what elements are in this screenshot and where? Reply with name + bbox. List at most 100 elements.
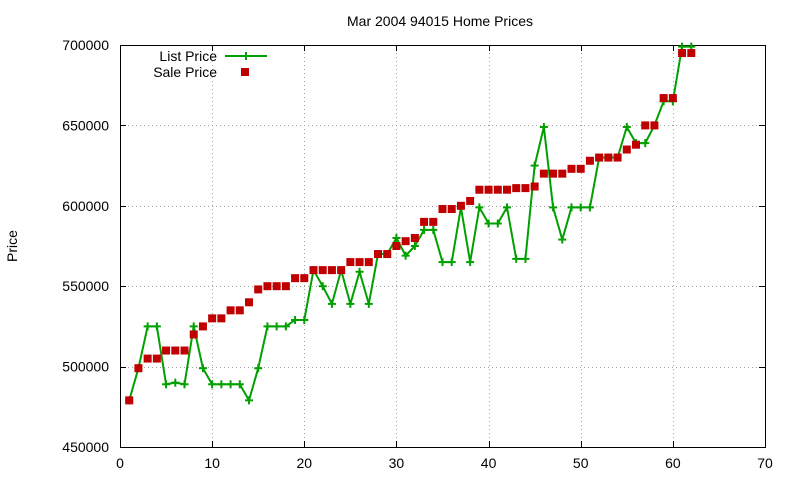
data-point: [567, 203, 576, 212]
data-point: [217, 380, 226, 389]
data-point: [558, 169, 567, 178]
data-point: [143, 322, 152, 331]
data-point: [576, 164, 585, 173]
data-point: [355, 267, 364, 276]
data-point: [567, 164, 576, 173]
legend-label-list-price: List Price: [159, 48, 217, 64]
data-point: [678, 49, 687, 58]
data-point: [152, 354, 161, 363]
series-line: [128, 45, 692, 403]
legend-label-sale-price: Sale Price: [153, 64, 217, 80]
data-point: [235, 306, 244, 315]
data-point: [198, 322, 207, 331]
data-point: [687, 49, 696, 58]
data-point: [318, 282, 327, 291]
data-point: [263, 322, 272, 331]
series-list-price: [125, 42, 696, 405]
legend-swatch-sale-price: [241, 68, 249, 76]
x-tick-label: 20: [296, 455, 312, 471]
y-tick-label: 600000: [62, 198, 109, 214]
data-point: [180, 346, 189, 355]
data-point: [208, 380, 217, 389]
data-point: [383, 250, 392, 259]
data-point: [512, 254, 521, 263]
data-point: [503, 185, 511, 194]
data-point: [558, 235, 567, 244]
data-point: [429, 217, 438, 226]
data-point: [152, 322, 161, 331]
data-point: [217, 314, 226, 323]
data-point: [309, 266, 318, 275]
data-point: [272, 282, 281, 291]
data-point: [659, 94, 668, 103]
data-point: [226, 380, 235, 389]
data-point: [171, 378, 180, 387]
y-tick-label: 550000: [62, 278, 109, 294]
data-point: [503, 203, 511, 212]
data-point: [549, 169, 558, 178]
x-tick-label: 40: [481, 455, 497, 471]
x-tick-label: 30: [389, 455, 405, 471]
data-point: [327, 266, 336, 275]
data-point: [613, 153, 622, 162]
data-point: [318, 266, 327, 275]
chart-title: Mar 2004 94015 Home Prices: [347, 13, 533, 29]
data-point: [226, 306, 235, 315]
data-point: [466, 196, 475, 205]
data-point: [622, 123, 631, 132]
data-point: [162, 380, 171, 389]
data-point: [539, 169, 548, 178]
data-point: [235, 380, 244, 389]
plot-frame: [120, 45, 766, 448]
axis-ticks: 0 10 20 30 40 50 60 70 450000 500000 550000 600000 6…: [62, 37, 773, 471]
data-point: [549, 203, 558, 212]
grid: [120, 45, 765, 447]
data-point: [300, 315, 309, 324]
data-point: [484, 219, 493, 228]
data-point: [162, 346, 171, 355]
data-point: [254, 364, 263, 373]
data-point: [245, 298, 253, 307]
data-point: [263, 282, 272, 291]
data-point: [208, 314, 217, 323]
data-point: [585, 203, 594, 212]
data-point: [475, 203, 484, 212]
data-point: [401, 237, 410, 246]
data-point: [493, 219, 502, 228]
data-point: [456, 201, 465, 210]
data-point: [281, 322, 290, 331]
data-point: [254, 285, 263, 294]
data-point: [364, 258, 373, 267]
data-point: [291, 315, 300, 324]
data-point: [392, 242, 401, 250]
data-point: [392, 233, 401, 242]
legend: List Price Sale Price: [153, 48, 267, 80]
data-point: [337, 266, 346, 275]
series-sale-price: [125, 49, 696, 405]
data-point: [346, 299, 355, 308]
data-point: [447, 205, 456, 214]
data-point: [410, 242, 419, 250]
data-point: [198, 364, 207, 373]
data-point: [650, 121, 659, 130]
data-point: [401, 251, 410, 260]
data-point: [512, 184, 521, 193]
data-point: [438, 205, 447, 214]
data-point: [493, 185, 502, 194]
data-point: [521, 184, 530, 193]
data-point: [374, 250, 382, 259]
data-point: [447, 258, 456, 267]
data-point: [420, 225, 429, 234]
data-point: [300, 274, 309, 283]
y-tick-label: 450000: [62, 439, 109, 455]
data-point: [364, 299, 373, 308]
data-point: [189, 322, 198, 331]
x-tick-label: 10: [204, 455, 220, 471]
data-point: [346, 258, 355, 267]
data-point: [622, 145, 631, 154]
x-tick-label: 50: [573, 455, 589, 471]
y-tick-label: 500000: [62, 359, 109, 375]
data-point: [475, 185, 484, 194]
data-point: [521, 254, 530, 263]
